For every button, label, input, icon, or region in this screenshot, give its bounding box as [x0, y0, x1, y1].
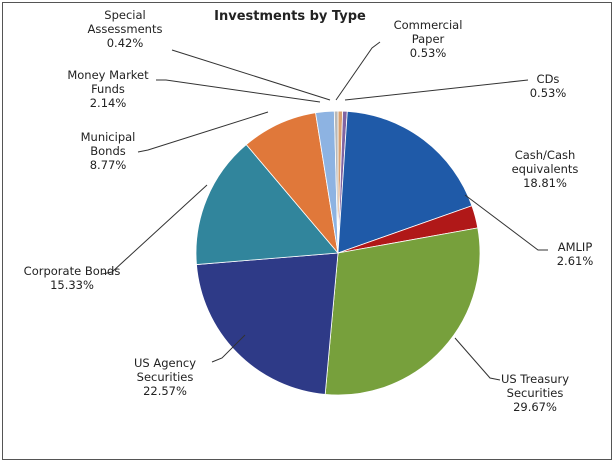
data-label: CDs 0.53% — [508, 72, 588, 100]
chart-title: Investments by Type — [214, 9, 366, 24]
category-label: US Agency Securities — [133, 356, 197, 384]
value-label: 0.53% — [529, 86, 567, 100]
leader-line — [171, 49, 331, 101]
value-label: 29.67% — [513, 400, 557, 414]
leader-line — [454, 337, 501, 381]
leader-line — [335, 41, 381, 101]
category-label: Special Assessments — [87, 8, 163, 36]
category-label: CDs — [536, 72, 560, 86]
value-label: 0.42% — [106, 36, 144, 50]
leader-line — [344, 79, 529, 101]
leader-line — [156, 79, 321, 103]
category-label: AMLIP — [557, 240, 593, 254]
category-label: US Treasury Securities — [500, 372, 570, 400]
pie-slice — [195, 144, 339, 265]
value-label: 22.57% — [143, 384, 187, 398]
category-label: Cash/Cash equivalents — [511, 148, 579, 176]
value-label: 0.53% — [409, 46, 447, 60]
pie-slice — [324, 227, 481, 396]
leader-line — [211, 334, 246, 363]
chart-frame — [2, 2, 612, 460]
leader-line — [137, 111, 269, 153]
data-label: Corporate Bonds 15.33% — [2, 264, 142, 292]
data-label: Municipal Bonds 8.77% — [71, 130, 146, 172]
leader-lines — [101, 41, 548, 381]
category-label: Money Market Funds — [67, 68, 149, 96]
value-label: 18.81% — [523, 176, 567, 190]
value-label: 8.77% — [89, 158, 127, 172]
category-label: Municipal Bonds — [80, 130, 136, 158]
leader-line — [464, 194, 548, 251]
value-label: 2.14% — [89, 96, 127, 110]
value-label: 2.61% — [556, 254, 594, 268]
data-label: Money Market Funds 2.14% — [51, 68, 166, 110]
category-label: Commercial Paper — [393, 18, 463, 46]
pie-slice — [333, 110, 339, 254]
value-label: 15.33% — [50, 278, 94, 292]
pie-slice — [196, 252, 339, 395]
data-label: Commercial Paper 0.53% — [388, 18, 468, 60]
category-label: Corporate Bonds — [23, 264, 121, 278]
data-label: AMLIP 2.61% — [545, 240, 605, 268]
pie-slice — [337, 110, 473, 254]
leader-line — [101, 184, 208, 275]
data-label: US Treasury Securities 29.67% — [493, 372, 578, 414]
data-label: Cash/Cash equivalents 18.81% — [498, 148, 593, 190]
data-label: US Agency Securities 22.57% — [123, 356, 208, 398]
data-label: Special Assessments 0.42% — [78, 8, 173, 50]
